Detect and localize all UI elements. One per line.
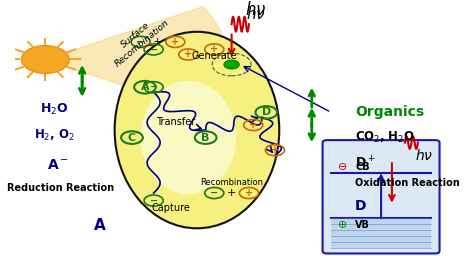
Text: $h\nu$: $h\nu$ <box>246 6 265 22</box>
Text: $\ominus$: $\ominus$ <box>337 161 347 172</box>
Text: H$_2$O: H$_2$O <box>40 102 68 118</box>
Text: −: − <box>150 196 158 206</box>
Text: Recombination: Recombination <box>200 178 263 187</box>
Text: Generate: Generate <box>191 51 237 61</box>
FancyBboxPatch shape <box>323 140 439 253</box>
Text: +: + <box>245 188 253 198</box>
Text: −: − <box>150 45 158 55</box>
Text: +: + <box>153 37 163 47</box>
Text: A$^-$: A$^-$ <box>47 158 69 172</box>
Wedge shape <box>46 7 227 112</box>
Text: Surface
Recombination: Surface Recombination <box>106 10 171 69</box>
Text: VB: VB <box>355 219 370 230</box>
Text: $h\nu$: $h\nu$ <box>245 1 266 19</box>
Text: +: + <box>271 145 279 155</box>
Text: CO$_2$, H$_2$O: CO$_2$, H$_2$O <box>355 130 415 145</box>
Text: D: D <box>355 199 366 213</box>
Text: $h\nu$: $h\nu$ <box>415 148 434 163</box>
Text: Organics: Organics <box>355 105 424 119</box>
Text: H$_2$, O$_2$: H$_2$, O$_2$ <box>34 127 74 143</box>
Text: −: − <box>137 37 145 47</box>
Text: +: + <box>249 120 257 130</box>
Text: A: A <box>93 218 105 233</box>
Text: +: + <box>184 49 192 59</box>
Text: Oxidation Reaction: Oxidation Reaction <box>355 178 460 188</box>
Ellipse shape <box>115 32 279 228</box>
Text: Reduction Reaction: Reduction Reaction <box>7 183 114 193</box>
Text: −: − <box>150 82 158 92</box>
Text: +: + <box>171 37 179 47</box>
Ellipse shape <box>141 81 236 194</box>
Text: Capture: Capture <box>152 203 191 213</box>
Text: D: D <box>262 108 271 118</box>
Text: B: B <box>201 133 210 143</box>
Text: A: A <box>141 82 149 92</box>
Circle shape <box>21 46 69 73</box>
Circle shape <box>224 60 239 69</box>
Bar <box>331 218 431 248</box>
Text: −: − <box>144 40 155 54</box>
Text: $\oplus$: $\oplus$ <box>337 219 347 230</box>
Text: −: − <box>210 188 219 198</box>
Text: C: C <box>128 133 136 143</box>
Text: D$^+$: D$^+$ <box>355 155 376 170</box>
Text: +: + <box>210 45 219 55</box>
Text: CB: CB <box>355 162 370 172</box>
Text: Transfer: Transfer <box>155 117 195 127</box>
Text: +: + <box>227 188 237 198</box>
